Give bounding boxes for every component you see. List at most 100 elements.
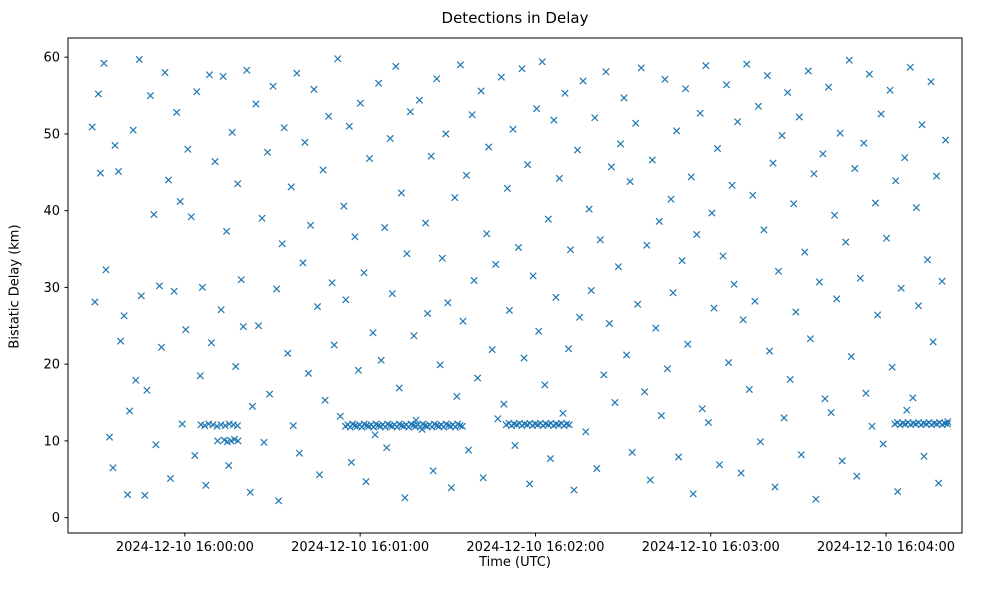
detection-marker [655, 217, 663, 226]
detection-marker [287, 183, 295, 191]
detection-marker [585, 205, 593, 213]
detection-marker [403, 250, 411, 258]
detection-marker [447, 484, 455, 492]
detection-marker [912, 203, 921, 212]
detection-marker [877, 110, 885, 118]
scatter-series [88, 55, 952, 505]
detection-marker [473, 374, 482, 382]
detection-marker [708, 209, 716, 217]
y-tick-label: 30 [43, 281, 60, 296]
detection-marker [485, 143, 493, 151]
detection-marker [815, 278, 824, 286]
detection-marker [648, 156, 656, 164]
detection-marker [91, 298, 99, 306]
detection-marker [260, 438, 268, 447]
detection-marker [410, 332, 418, 340]
detection-marker [438, 254, 446, 262]
detection-marker [146, 91, 155, 100]
detection-marker [862, 389, 870, 397]
detection-marker [879, 440, 887, 448]
detection-marker [228, 128, 236, 137]
detection-marker [806, 335, 815, 343]
detection-marker [304, 369, 313, 378]
detection-marker [462, 171, 471, 180]
detection-marker [205, 71, 214, 79]
detection-marker [871, 199, 880, 207]
y-tick-label: 10 [43, 434, 60, 449]
detection-marker [836, 129, 844, 137]
detection-marker [164, 176, 173, 184]
detection-marker [906, 63, 914, 71]
detection-marker [550, 116, 558, 124]
detection-marker [929, 338, 937, 346]
detection-marker [258, 214, 266, 222]
detection-marker [801, 248, 809, 256]
detection-marker [780, 414, 788, 422]
detection-marker [587, 286, 595, 295]
detection-marker [719, 252, 727, 260]
detection-marker [783, 88, 792, 97]
detection-marker [525, 480, 534, 488]
detection-marker [657, 411, 666, 420]
detection-marker [698, 405, 706, 413]
detection-marker [643, 241, 651, 249]
detection-marker [628, 448, 636, 457]
detection-marker [377, 356, 385, 364]
detection-marker [873, 311, 882, 319]
detection-marker [728, 181, 736, 189]
detection-marker [544, 215, 552, 223]
detection-marker [600, 371, 608, 379]
x-tick-label: 2024-12-10 16:01:00 [291, 540, 429, 555]
y-axis-label: Bistatic Delay (km) [7, 224, 23, 349]
chart-title: Detections in Delay [441, 9, 589, 27]
y-tick-label: 60 [43, 51, 60, 66]
detection-marker [684, 340, 692, 348]
detection-marker [386, 134, 394, 143]
detection-marker [737, 469, 745, 477]
detection-marker [123, 490, 132, 499]
detection-marker [483, 230, 491, 238]
detection-marker [315, 471, 324, 479]
detection-marker [509, 125, 517, 133]
detection-marker [704, 418, 713, 427]
detection-marker [137, 292, 145, 300]
detection-marker [265, 390, 274, 398]
detection-marker [786, 375, 794, 384]
detection-marker [943, 420, 952, 428]
x-tick-label: 2024-12-10 16:03:00 [642, 540, 780, 555]
detection-marker [477, 87, 485, 95]
detection-marker [497, 73, 505, 81]
detection-marker [464, 446, 473, 454]
detection-marker [263, 148, 272, 156]
detection-marker [520, 354, 528, 362]
detection-marker [856, 274, 864, 282]
x-axis-label: Time (UTC) [479, 555, 551, 570]
detection-marker [860, 139, 868, 147]
detection-marker [687, 173, 695, 181]
y-tick-label: 40 [43, 204, 60, 219]
detection-marker [602, 68, 610, 76]
detection-marker [421, 219, 430, 227]
detection-marker [347, 458, 356, 467]
detection-marker [470, 276, 478, 285]
detection-marker [511, 441, 519, 450]
detection-marker [830, 211, 839, 219]
detection-marker [334, 55, 342, 63]
detection-marker [754, 102, 763, 110]
detection-marker [778, 131, 786, 140]
detection-marker [582, 428, 590, 436]
detection-marker [336, 412, 344, 420]
detection-marker [927, 78, 935, 86]
detection-marker [453, 392, 461, 401]
detection-marker [914, 302, 923, 310]
detection-marker [920, 452, 928, 460]
detection-marker [713, 144, 722, 153]
detection-marker [211, 157, 219, 166]
detection-marker [423, 309, 432, 318]
detection-marker [563, 420, 571, 428]
detection-marker [838, 457, 846, 465]
detection-marker [763, 71, 772, 80]
detection-marker [371, 431, 379, 439]
